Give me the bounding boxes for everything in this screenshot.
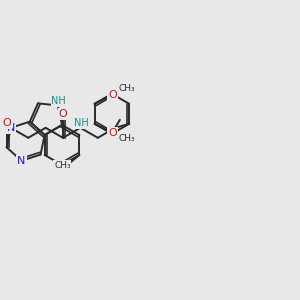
Text: N: N: [7, 123, 15, 133]
Text: N: N: [17, 156, 26, 166]
Text: O: O: [108, 90, 117, 100]
Text: NH: NH: [74, 118, 89, 128]
Text: O: O: [2, 118, 11, 128]
Text: O: O: [108, 128, 117, 138]
Text: CH₃: CH₃: [118, 84, 135, 93]
Text: CH₃: CH₃: [118, 134, 135, 143]
Text: CH₃: CH₃: [54, 160, 70, 169]
Text: O: O: [58, 109, 68, 119]
Text: NH: NH: [52, 96, 66, 106]
